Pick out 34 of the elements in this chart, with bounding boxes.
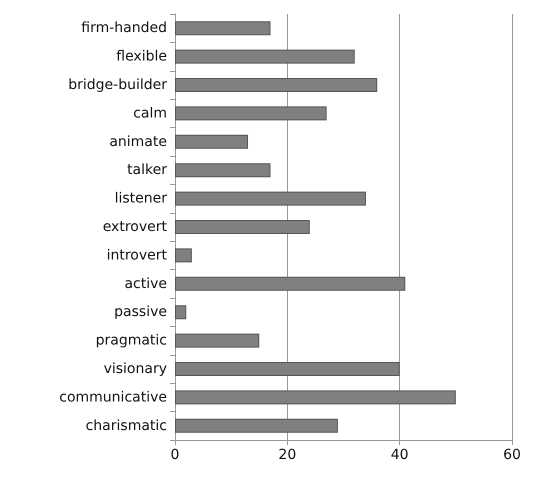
x-tick-label: 0 <box>170 447 180 463</box>
bar <box>175 78 378 92</box>
x-tick-label: 60 <box>503 447 521 463</box>
y-tick-label: communicative <box>59 389 167 406</box>
y-tick-label: pragmatic <box>96 332 167 349</box>
y-tick-label: introvert <box>106 247 168 264</box>
y-tick-label: talker <box>127 162 168 178</box>
x-tick-label: 20 <box>278 447 296 463</box>
y-tick-label: firm-handed <box>81 20 167 36</box>
y-tick-label: visionary <box>104 361 167 377</box>
bar <box>175 276 406 291</box>
bar <box>175 50 355 64</box>
bar <box>175 134 248 149</box>
y-tick-label: flexible <box>116 48 167 65</box>
y-tick-label: charismatic <box>86 418 167 434</box>
y-tick-label: calm <box>133 105 167 122</box>
bar <box>175 418 338 433</box>
y-tick-label: animate <box>109 134 167 150</box>
y-tick-label: extrovert <box>102 219 168 235</box>
y-tick-label: passive <box>114 304 167 320</box>
bar <box>175 220 310 234</box>
bar <box>175 248 192 262</box>
bar <box>175 390 456 404</box>
bar <box>175 362 400 376</box>
bar <box>175 334 260 348</box>
bar <box>175 106 327 120</box>
x-tick-label: 40 <box>390 447 409 463</box>
bar <box>175 163 270 178</box>
bar <box>175 192 366 206</box>
y-tick-label: listener <box>114 190 168 207</box>
y-tick-label: bridge-builder <box>68 77 168 93</box>
y-tick-label: active <box>124 276 167 292</box>
bar <box>175 305 186 320</box>
bar <box>175 21 270 36</box>
